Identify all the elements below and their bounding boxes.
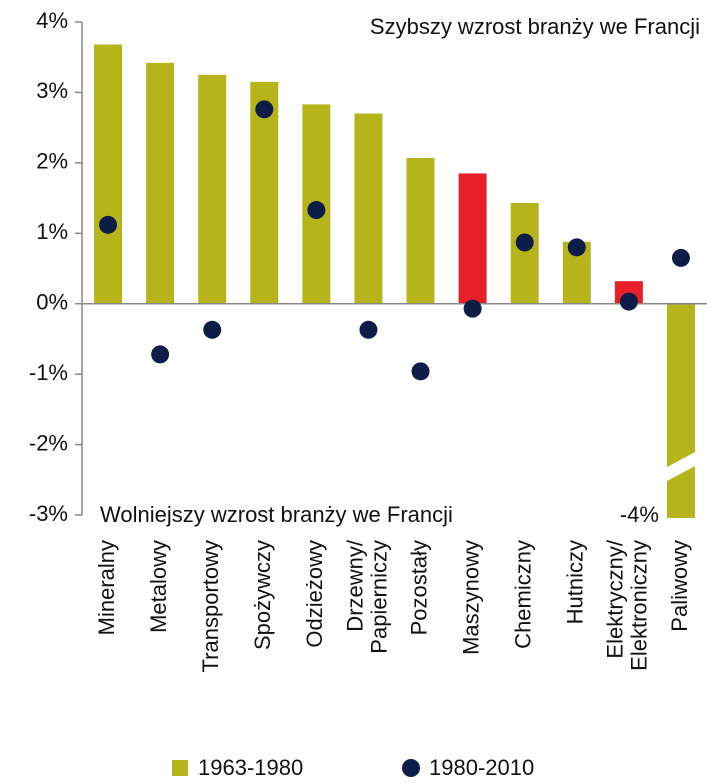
x-tick-label: Metalowy (146, 540, 171, 633)
dot (203, 320, 222, 339)
value-label: -4% (620, 502, 659, 527)
bar (354, 113, 383, 304)
x-tick-label: Drzewny/ (342, 539, 367, 632)
x-tick-label: Chemiczny (511, 540, 536, 649)
dot (619, 292, 638, 311)
annotation: Szybszy wzrost branży we Francji (370, 14, 700, 39)
y-tick-label: 3% (36, 78, 68, 103)
y-tick-label: 2% (36, 149, 68, 174)
x-tick-label: Elektryczny/ (603, 539, 628, 658)
legend-swatch (402, 759, 420, 777)
dot (411, 362, 430, 381)
dot (255, 100, 274, 119)
dot (99, 215, 118, 234)
bar (510, 203, 539, 304)
dot (515, 233, 534, 252)
x-tick-label: Spożywczy (250, 540, 275, 650)
x-tick-label: Odzieżowy (302, 540, 327, 648)
legend-label: 1980-2010 (429, 755, 534, 780)
bar (406, 157, 435, 304)
x-tick-label: Elektroniczny (627, 540, 652, 671)
x-tick-label: Papierniczy (366, 540, 391, 654)
dot (671, 248, 690, 267)
bar (94, 44, 123, 304)
dot (463, 299, 482, 318)
legend-label: 1963-1980 (198, 755, 303, 780)
y-tick-label: -1% (29, 360, 68, 385)
y-tick-label: 0% (36, 290, 68, 315)
x-tick-label: Transportowy (198, 540, 223, 672)
legend-swatch (172, 760, 188, 776)
x-tick-label: Hutniczy (563, 540, 588, 624)
y-tick-label: -2% (29, 430, 68, 455)
bar (198, 74, 227, 304)
x-tick-label: Pozostały (406, 540, 431, 635)
dot (151, 345, 170, 364)
bar (666, 303, 695, 518)
bar (146, 62, 175, 304)
dot (567, 238, 586, 257)
bar (458, 173, 487, 304)
axis-break (652, 445, 707, 489)
annotation: Wolniejszy wzrost branży we Francji (100, 502, 453, 527)
y-tick-label: -3% (29, 501, 68, 526)
bar (250, 81, 279, 304)
x-tick-label: Mineralny (94, 540, 119, 635)
dot (307, 201, 326, 220)
y-tick-label: 4% (36, 8, 68, 33)
y-tick-label: 1% (36, 219, 68, 244)
x-tick-label: Maszynowy (458, 540, 483, 655)
dot (359, 320, 378, 339)
x-tick-label: Paliwowy (667, 540, 692, 632)
